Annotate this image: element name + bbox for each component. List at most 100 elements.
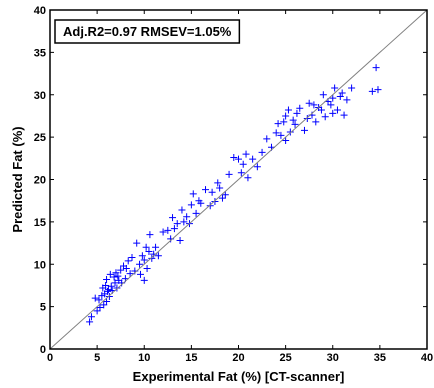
data-point (91, 294, 99, 302)
data-point (237, 169, 245, 177)
annotation-frame (54, 19, 241, 44)
data-point (114, 272, 122, 280)
data-point (164, 226, 172, 234)
data-point (286, 128, 294, 136)
data-point (202, 186, 210, 194)
data-point (253, 163, 261, 171)
data-point (148, 254, 156, 262)
data-point (197, 199, 205, 207)
data-point (117, 266, 125, 274)
data-point (348, 84, 356, 92)
data-point (169, 214, 177, 222)
data-point (263, 135, 271, 143)
data-point (372, 64, 380, 72)
data-point (239, 160, 247, 168)
data-point (225, 170, 233, 178)
data-point (230, 153, 238, 161)
data-point (317, 106, 325, 114)
data-point (103, 298, 111, 306)
y-tick-label: 10 (34, 259, 46, 271)
annotation-box: Adj.R2=0.97 RMSEV=1.05% (54, 19, 241, 44)
data-point (142, 243, 150, 251)
data-point (103, 287, 111, 295)
data-point (214, 179, 222, 187)
data-point (143, 264, 151, 272)
data-point (180, 218, 188, 226)
data-point (111, 279, 119, 287)
y-tick-label: 5 (40, 302, 46, 314)
data-point (136, 260, 144, 268)
data-point (136, 270, 144, 278)
data-point (128, 253, 136, 261)
data-point (221, 191, 229, 199)
data-point (282, 137, 290, 145)
data-point (189, 190, 197, 198)
x-tick-label: 10 (138, 352, 150, 364)
data-point (124, 257, 132, 265)
data-point (102, 281, 110, 289)
data-point (282, 112, 290, 120)
annotation-text: Adj.R2=0.97 RMSEV=1.05% (63, 24, 232, 39)
data-point (208, 188, 216, 196)
x-tick-label: 40 (421, 352, 433, 364)
data-point (87, 313, 95, 321)
data-point (216, 184, 224, 192)
data-point (178, 206, 186, 214)
data-points (86, 64, 382, 326)
y-tick-label: 40 (34, 5, 46, 17)
data-point (126, 270, 134, 278)
data-point (183, 213, 191, 221)
data-point (312, 118, 320, 126)
data-point (289, 116, 297, 124)
data-point (110, 273, 118, 281)
data-point (159, 228, 167, 236)
data-point (300, 126, 308, 134)
data-point (138, 252, 146, 260)
y-axis-title: Predicted Fat (%) (10, 126, 25, 232)
data-point (338, 89, 346, 97)
data-point (242, 150, 250, 158)
data-point (258, 148, 266, 156)
data-point (152, 243, 160, 251)
data-point (368, 87, 376, 95)
data-point (284, 106, 292, 114)
data-point (329, 94, 337, 102)
axis-ticks: 0 5 10 15 20 25 30 35 40 0 5 10 15 20 25 30 35 40 (34, 5, 433, 364)
data-point (249, 155, 257, 163)
data-point (211, 198, 219, 206)
x-tick-label: 15 (185, 352, 197, 364)
data-point (333, 106, 341, 114)
data-point (296, 104, 304, 112)
data-point (145, 248, 153, 256)
y-tick-label: 35 (34, 47, 46, 59)
y-tick-label: 30 (34, 90, 46, 102)
data-point (170, 225, 178, 233)
y-tick-label: 0 (40, 344, 46, 356)
data-point (374, 86, 382, 94)
x-tick-label: 0 (47, 352, 53, 364)
data-point (272, 129, 280, 137)
data-point (146, 231, 154, 239)
data-point (274, 120, 282, 128)
x-tick-label: 30 (327, 352, 339, 364)
y-tick-label: 25 (34, 132, 46, 144)
x-tick-label: 20 (232, 352, 244, 364)
data-point (235, 155, 242, 163)
x-tick-label: 35 (374, 352, 386, 364)
data-point (122, 264, 130, 272)
data-point (154, 252, 162, 260)
data-point (96, 303, 104, 311)
data-point (133, 239, 141, 247)
y-tick-label: 20 (34, 175, 46, 187)
data-point (327, 101, 335, 109)
data-point (343, 96, 351, 104)
data-point (192, 209, 200, 217)
data-point (321, 113, 329, 121)
data-point (329, 109, 337, 117)
y-tick-label: 15 (34, 217, 46, 229)
data-point (206, 202, 214, 210)
data-point (176, 237, 184, 245)
data-point (303, 114, 311, 122)
data-point (105, 292, 113, 300)
